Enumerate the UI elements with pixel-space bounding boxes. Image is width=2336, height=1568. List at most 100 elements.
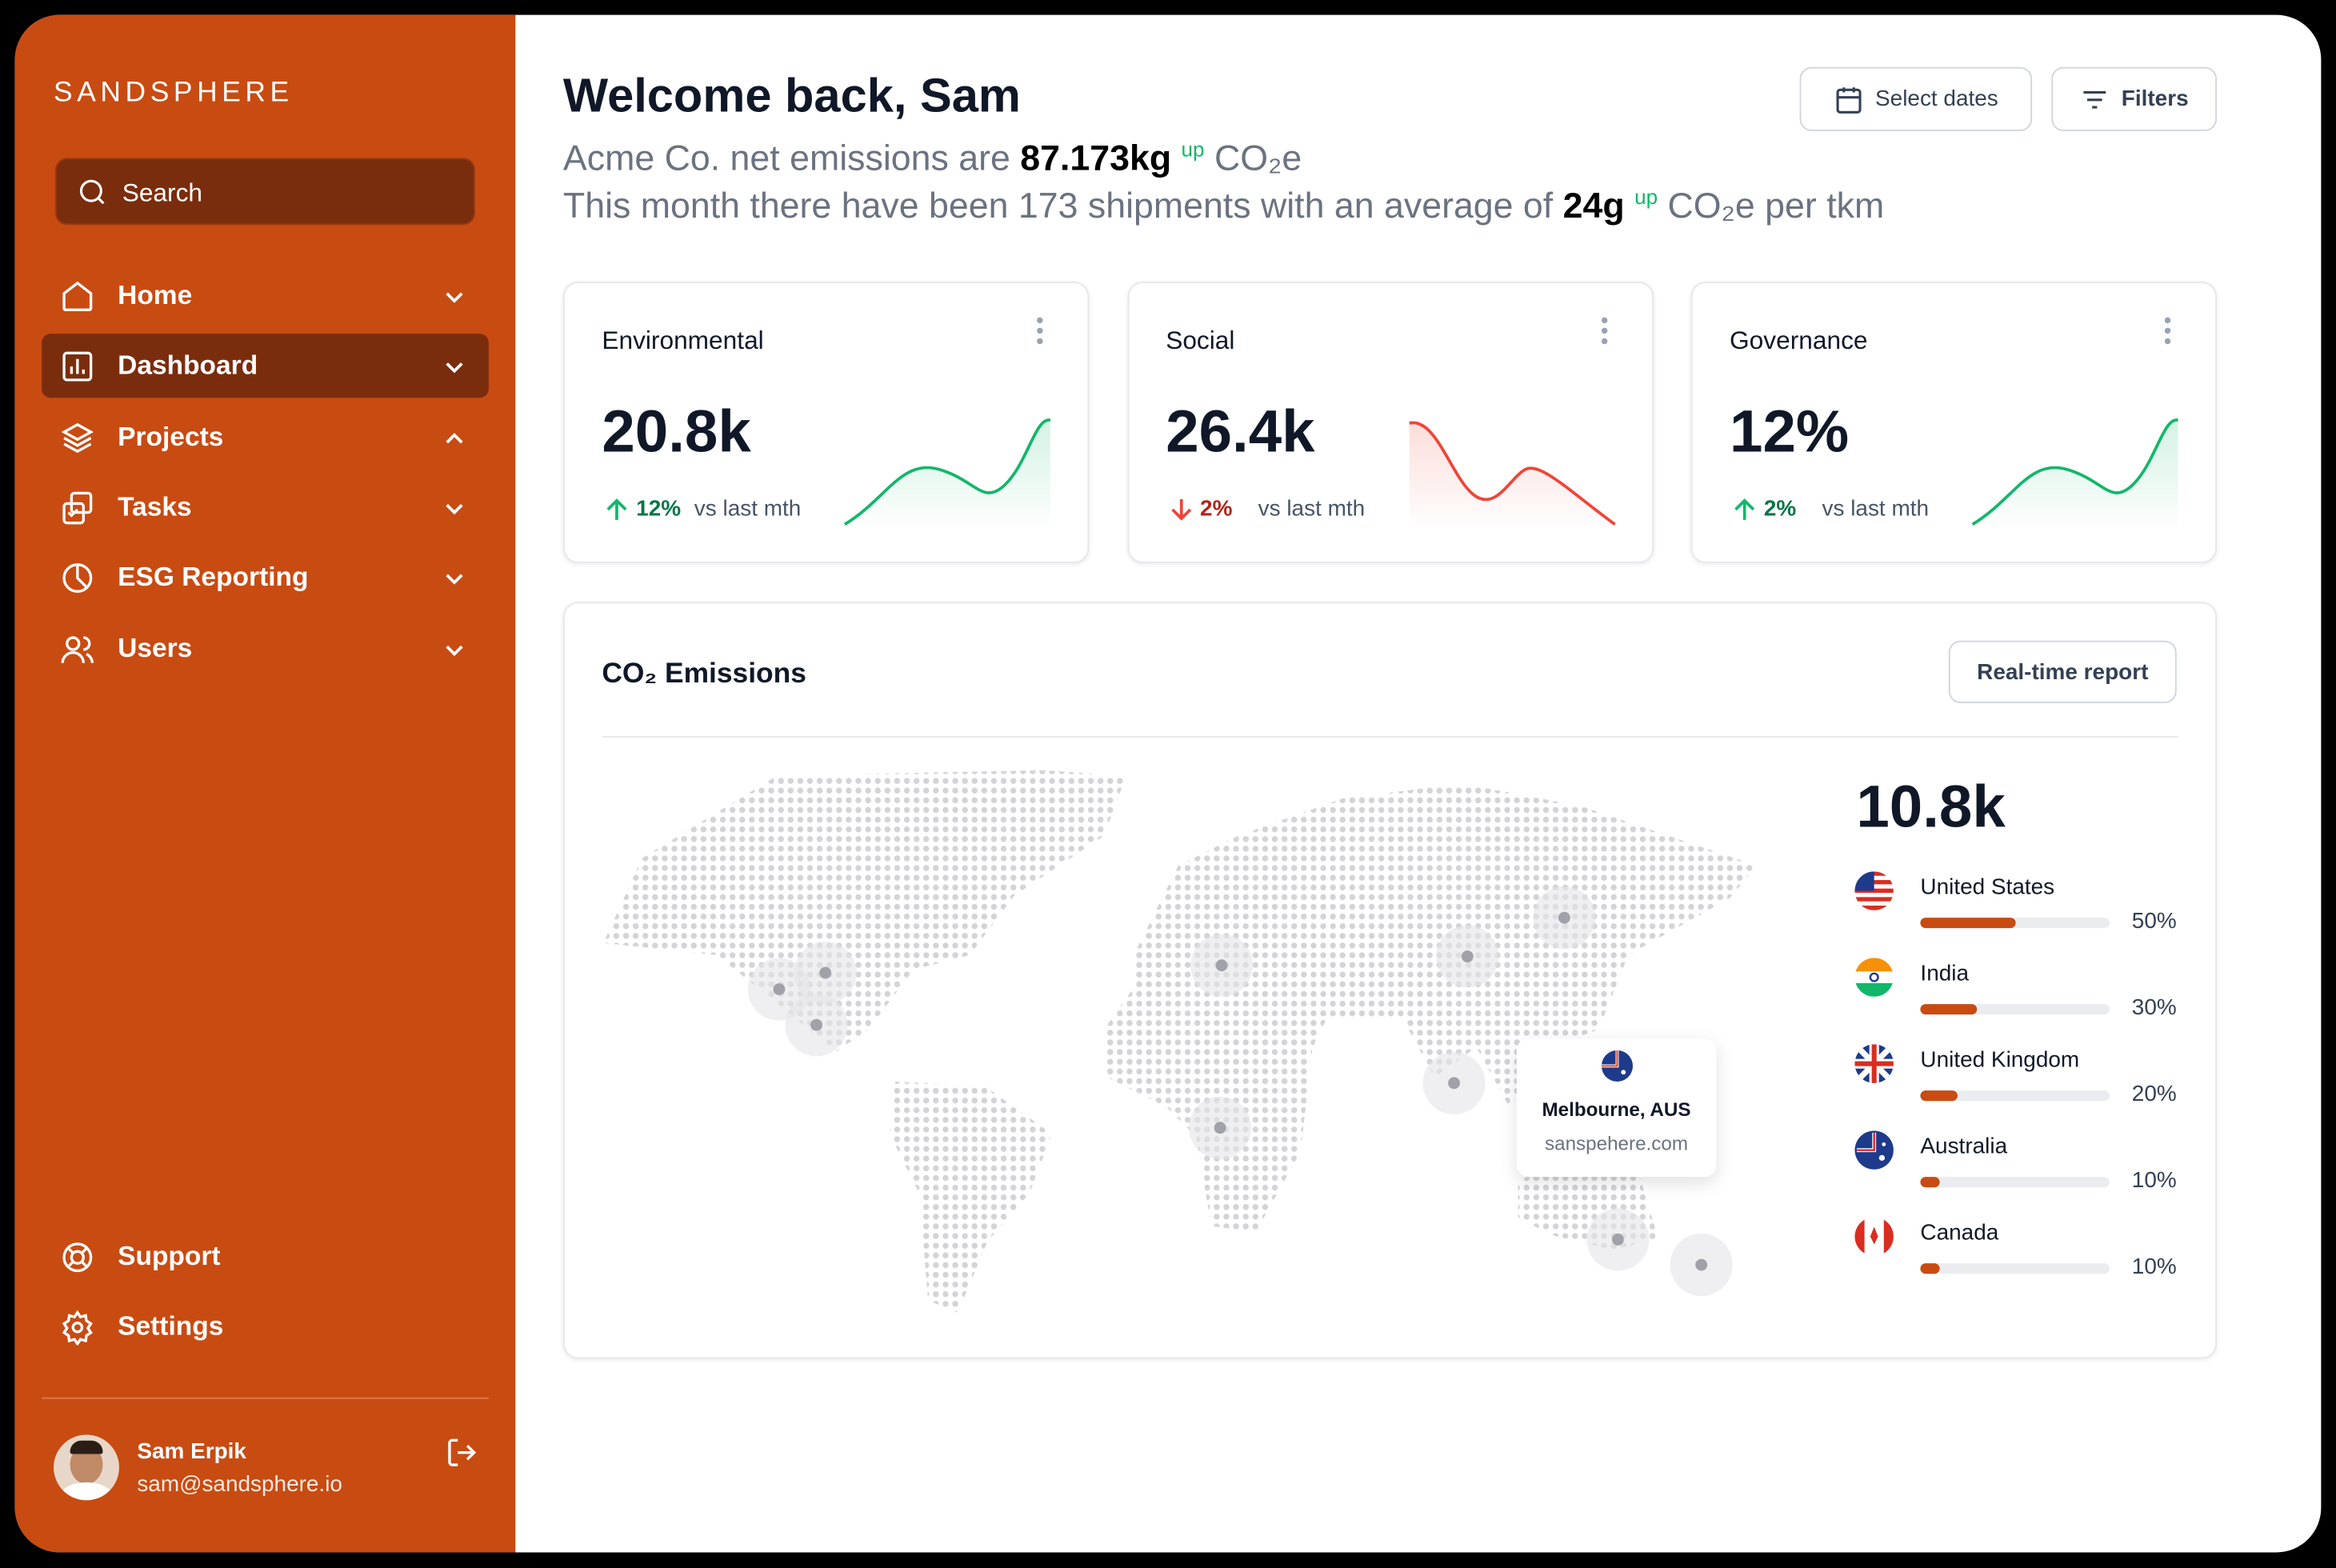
nav-label: Support: [118, 1241, 221, 1271]
nav-label: ESG Reporting: [118, 562, 309, 592]
nav-item[interactable]: Dashboard: [42, 334, 489, 398]
sidebar: SANDSPHERE Search Home Dashboard Projects T…: [14, 14, 516, 1553]
hotspot[interactable]: [1461, 950, 1474, 963]
hotspot[interactable]: [773, 983, 786, 995]
button-label: Filters: [2121, 86, 2189, 112]
progress-track: [1920, 1090, 2110, 1102]
select-dates-button[interactable]: Select dates: [1799, 66, 2033, 131]
nav-label: Settings: [118, 1310, 224, 1342]
map-tooltip: Melbourne, AUS sanspehere.com: [1516, 1038, 1717, 1178]
emissions-card: CO₂ Emissions Real-time report Melbourne…: [562, 602, 2218, 1359]
country-name: Australia: [1920, 1134, 2008, 1159]
nav-label: Users: [118, 632, 193, 662]
nav-item[interactable]: Settings: [42, 1294, 489, 1358]
card-change: 2%: [1200, 496, 1233, 522]
button-label: Real-time report: [1977, 659, 2149, 685]
chevron: [446, 644, 463, 656]
country-name: United States: [1920, 874, 2055, 900]
hotspot[interactable]: [819, 966, 832, 979]
hotspot[interactable]: [1215, 959, 1228, 972]
nav-icon: [61, 422, 94, 453]
avatar: [54, 1434, 119, 1501]
nav-label: Projects: [118, 421, 224, 451]
country-name: India: [1920, 961, 1970, 986]
card-note: vs last mth: [1822, 496, 1930, 522]
nav-item[interactable]: Projects: [42, 405, 489, 469]
summary-unit: CO₂e per tkm: [1667, 186, 1885, 227]
card-title: Governance: [1730, 326, 1868, 355]
country-percent: 50%: [2131, 908, 2177, 934]
nav-icon: [62, 352, 93, 382]
nav-icon: [62, 491, 93, 525]
hotspot[interactable]: [1214, 1122, 1226, 1134]
filter-icon: [2083, 90, 2106, 108]
nav-label: Dashboard: [118, 350, 258, 381]
hotspot[interactable]: [1695, 1258, 1708, 1271]
progress-track: [1920, 1263, 2110, 1274]
filters-button[interactable]: Filters: [2051, 66, 2218, 131]
nav-icon: [62, 1242, 93, 1273]
chevron: [446, 503, 463, 515]
chevron: [446, 362, 463, 374]
progress-bar: [1920, 918, 2015, 929]
hotspot[interactable]: [1558, 911, 1570, 924]
summary-value: 87.173kg: [1020, 138, 1172, 179]
trend: up: [1634, 184, 1658, 209]
tooltip-city: Melbourne, AUS: [1542, 1098, 1691, 1121]
card-title: CO₂ Emissions: [602, 658, 806, 690]
nav-item[interactable]: Users: [42, 616, 489, 680]
hotspot[interactable]: [1448, 1077, 1460, 1090]
card-value: 12%: [1730, 399, 1850, 466]
flag: [1854, 1130, 1894, 1170]
card-change: 2%: [1763, 496, 1797, 522]
sparkline: [1971, 418, 2178, 530]
nav-item[interactable]: Home: [42, 264, 489, 328]
summary-line: Acme Co. net emissions are 87.173kg up C…: [563, 137, 1302, 180]
tooltip-site: sanspehere.com: [1545, 1132, 1689, 1155]
flag: [1601, 1050, 1634, 1082]
card-title: Social: [1166, 326, 1235, 355]
country-percent: 10%: [2131, 1254, 2177, 1280]
calendar-icon: [1835, 86, 1862, 113]
search-icon: [79, 179, 105, 205]
card-value: 20.8k: [602, 399, 751, 466]
progress-bar: [1920, 1090, 1958, 1102]
stat-card: Environmental 20.8k 12% vs last mth: [562, 281, 1090, 563]
search-box[interactable]: Search: [54, 158, 476, 226]
country-percent: 20%: [2131, 1081, 2177, 1107]
nav-item[interactable]: ESG Reporting: [42, 546, 489, 610]
report-button[interactable]: Real-time report: [1948, 640, 2177, 703]
divider: [42, 1397, 489, 1399]
progress-bar: [1920, 1004, 1978, 1015]
nav-icon: [61, 635, 94, 663]
progress-track: [1920, 1177, 2110, 1188]
menu-icon: [1037, 317, 1043, 345]
stat-card: Social 26.4k 2% vs last mth: [1126, 281, 1654, 563]
summary-line: This month there have been 173 shipments…: [563, 185, 1884, 228]
hotspot[interactable]: [1611, 1233, 1624, 1246]
progress-bar: [1920, 1263, 1940, 1274]
logout-icon[interactable]: [446, 1436, 478, 1469]
trend-arrow: [1170, 498, 1191, 521]
user-email: sam@sandsphere.io: [137, 1471, 342, 1498]
menu-icon: [1600, 317, 1607, 345]
progress-bar: [1920, 1177, 1940, 1188]
nav-label: Tasks: [118, 491, 192, 522]
trend-arrow: [606, 498, 627, 520]
sparkline: [1408, 421, 1615, 530]
nav-item[interactable]: Tasks: [42, 475, 489, 539]
divider: [602, 735, 2178, 738]
country-percent: 30%: [2131, 994, 2177, 1021]
hotspot[interactable]: [810, 1018, 822, 1031]
country-name: United Kingdom: [1920, 1047, 2080, 1073]
card-value: 26.4k: [1166, 399, 1315, 466]
menu-icon: [2164, 317, 2171, 345]
card-title: Environmental: [602, 326, 764, 355]
summary-unit: CO₂e: [1214, 138, 1302, 179]
nav-icon: [62, 563, 93, 594]
sparkline: [843, 418, 1051, 530]
flag: [1854, 1217, 1894, 1256]
nav-item[interactable]: Support: [42, 1225, 489, 1289]
